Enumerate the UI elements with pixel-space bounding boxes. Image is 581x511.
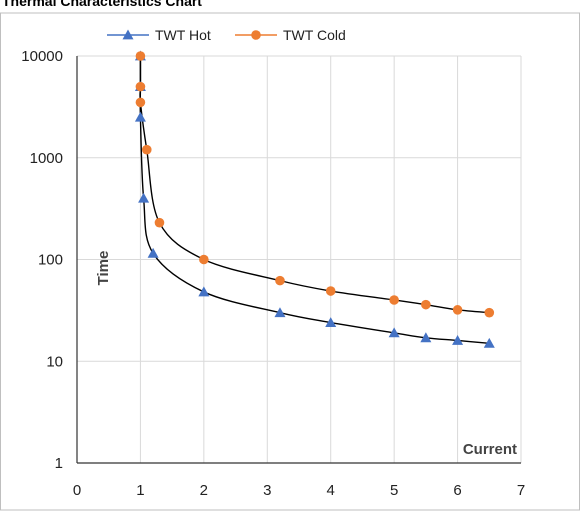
series-1-point bbox=[199, 254, 209, 265]
series-1-point bbox=[135, 97, 146, 108]
series-1-point bbox=[421, 299, 431, 310]
series-0-point bbox=[198, 286, 210, 297]
series-0-point bbox=[147, 247, 159, 258]
legend-marker-0 bbox=[122, 29, 134, 40]
series-0-point bbox=[138, 192, 150, 203]
x-axis-label: Current bbox=[463, 441, 517, 458]
series-1-point bbox=[325, 286, 336, 296]
series-0-point bbox=[134, 111, 146, 122]
chart-title: Thermal Characteristics Chart bbox=[2, 0, 202, 9]
x-tick-label: 0 bbox=[73, 482, 81, 499]
series-0-point bbox=[483, 337, 495, 348]
series-1-point bbox=[135, 81, 146, 92]
x-tick-label: 7 bbox=[517, 482, 525, 499]
series-1-point bbox=[484, 307, 495, 318]
series-markers bbox=[134, 50, 495, 348]
x-tick-label: 4 bbox=[327, 482, 335, 499]
legend-marker-1 bbox=[251, 30, 261, 40]
series-1-point bbox=[389, 295, 399, 305]
y-axis-label: Time bbox=[95, 251, 112, 286]
series-1-point bbox=[275, 275, 285, 286]
chart-border bbox=[0, 12, 580, 511]
series-1-point bbox=[135, 51, 146, 61]
x-tick-label: 5 bbox=[390, 482, 398, 499]
y-tick-label: 100 bbox=[38, 252, 63, 269]
legend: TWT Hot TWT Cold bbox=[107, 27, 346, 43]
x-tick-label: 2 bbox=[200, 482, 208, 499]
legend-label-1: TWT Cold bbox=[283, 27, 346, 43]
series-1-point bbox=[154, 217, 165, 228]
x-tick-label: 3 bbox=[263, 482, 271, 499]
legend-label-0: TWT Hot bbox=[155, 27, 211, 43]
series-0-point bbox=[420, 332, 432, 343]
y-tick-label: 1 bbox=[55, 455, 63, 472]
y-tick-label: 1000 bbox=[30, 150, 63, 167]
grid bbox=[77, 55, 522, 463]
y-tick-label: 10000 bbox=[21, 48, 63, 65]
series-0-point bbox=[452, 334, 464, 345]
series-0-point bbox=[274, 307, 286, 318]
series-0-point bbox=[388, 327, 400, 338]
y-tick-label: 10 bbox=[46, 353, 63, 370]
series-1-point bbox=[141, 144, 152, 155]
x-tick-label: 6 bbox=[453, 482, 461, 499]
series-1-point bbox=[452, 305, 463, 315]
series-0-point bbox=[325, 317, 337, 327]
x-tick-label: 1 bbox=[136, 482, 144, 499]
